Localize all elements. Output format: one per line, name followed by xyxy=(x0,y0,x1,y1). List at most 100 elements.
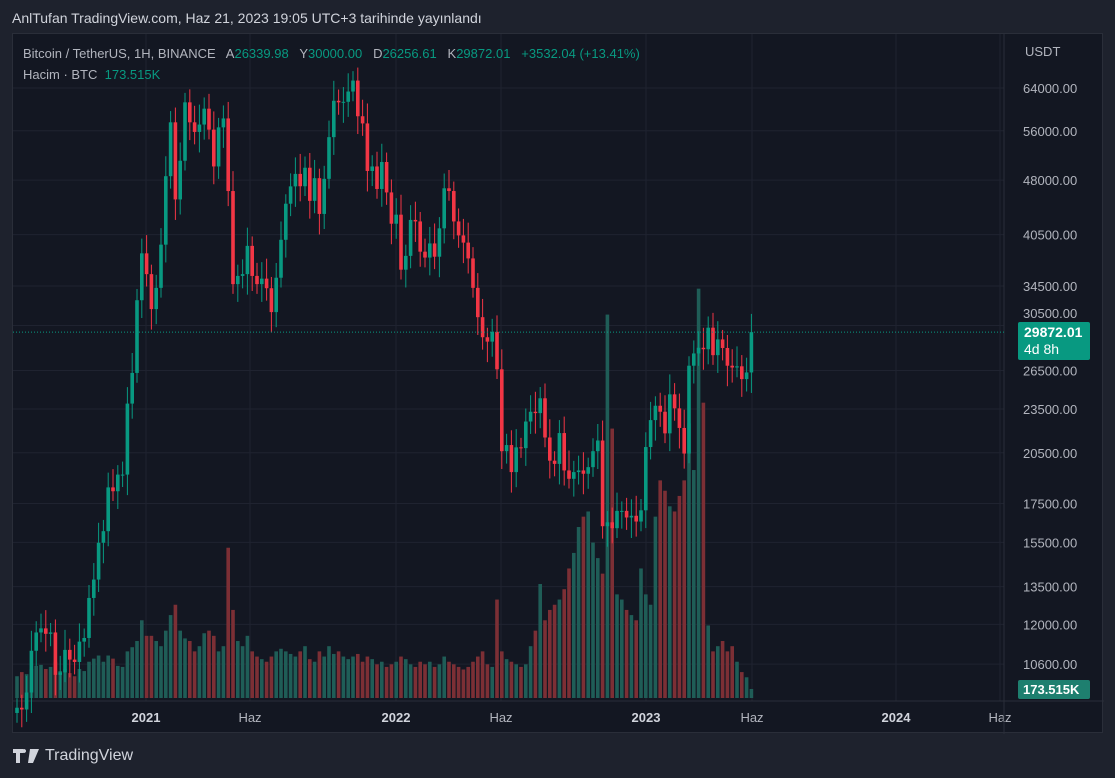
volume-bar xyxy=(356,653,360,698)
candle-body xyxy=(212,129,216,167)
price-tick-label: 23500.00 xyxy=(1023,402,1077,417)
candle-body xyxy=(34,632,38,651)
candle-body xyxy=(149,274,154,310)
price-tick-label: 10600.00 xyxy=(1023,657,1077,672)
candle-body xyxy=(39,628,43,633)
currency-label[interactable]: USDT xyxy=(1025,44,1061,59)
volume-bar xyxy=(317,651,322,698)
volume-bar xyxy=(519,666,523,698)
candle-body xyxy=(500,369,504,452)
price-tick-label: 13500.00 xyxy=(1023,580,1077,595)
candle-body xyxy=(82,637,86,642)
volume-bar xyxy=(250,651,254,698)
candle-body xyxy=(192,122,197,132)
tradingview-brand[interactable]: TradingView xyxy=(13,747,133,765)
volume-bar xyxy=(615,594,619,698)
tradingview-logo-icon xyxy=(13,749,39,763)
volume-bar xyxy=(730,646,734,698)
candle-body xyxy=(216,127,221,167)
volume-bar xyxy=(77,668,82,698)
candle-body xyxy=(600,440,605,527)
volume-bar xyxy=(586,511,590,698)
candle-body xyxy=(725,347,730,366)
candle-body xyxy=(380,162,384,189)
candle-body xyxy=(720,339,725,348)
volume-bar xyxy=(644,594,648,698)
candle-body xyxy=(68,649,72,660)
price-tick-label: 26500.00 xyxy=(1023,364,1077,379)
chart-pane[interactable]: 64000.00 56000.00 48000.00 40500.00 34500.00… xyxy=(12,33,1104,734)
candle-body xyxy=(629,515,634,518)
volume-bar xyxy=(20,672,24,698)
candle-body xyxy=(255,275,259,285)
candle-body xyxy=(303,167,307,187)
volume-bar xyxy=(596,558,600,698)
volume-bar xyxy=(173,604,178,698)
candle-body xyxy=(264,278,269,289)
volume-bar xyxy=(605,314,610,698)
candle-body xyxy=(144,253,149,275)
volume-bar xyxy=(322,656,326,698)
candle-body xyxy=(668,394,672,434)
candle-body xyxy=(596,440,600,452)
candle-body xyxy=(663,411,667,434)
candle-body xyxy=(20,707,24,710)
volume-bar xyxy=(39,664,43,698)
volume-bar xyxy=(500,651,504,698)
candlestick-chart[interactable]: 64000.00 56000.00 48000.00 40500.00 34500.00… xyxy=(13,34,1104,734)
candle-body xyxy=(279,239,283,278)
volume-bar xyxy=(298,651,302,698)
candle-body xyxy=(696,347,701,354)
candle-body xyxy=(245,245,250,275)
candle-body xyxy=(730,365,734,368)
candle-body xyxy=(639,510,643,522)
volume-bar xyxy=(231,609,235,698)
candle-body xyxy=(130,372,134,404)
volume-bar xyxy=(663,490,667,698)
volume-bar xyxy=(576,527,581,698)
volume-bar xyxy=(308,659,312,698)
candle-body xyxy=(480,317,485,338)
candle-body xyxy=(168,122,173,177)
volume-bar xyxy=(365,656,370,698)
candle-body xyxy=(284,203,288,240)
volume-bar xyxy=(423,664,427,698)
volume-bar xyxy=(543,620,547,698)
candle-body xyxy=(274,277,278,313)
volume-bar xyxy=(548,609,552,698)
volume-bar xyxy=(34,665,38,698)
volume-bar xyxy=(495,599,499,698)
candle-body xyxy=(687,365,691,454)
volume-bar xyxy=(552,604,557,698)
volume-bar xyxy=(591,542,595,698)
volume-bar xyxy=(639,568,643,698)
volume-bar xyxy=(485,664,490,698)
candle-body xyxy=(77,641,82,662)
candle-body xyxy=(106,487,110,532)
volume-bar xyxy=(15,676,19,698)
volume-bar xyxy=(130,647,134,698)
volume-bar xyxy=(327,646,331,698)
symbol-name[interactable]: Bitcoin / TetherUS, 1H, BINANCE xyxy=(23,46,216,61)
candle-body xyxy=(351,80,355,92)
volume-bar xyxy=(706,625,710,698)
candle-body xyxy=(658,405,662,412)
volume-bar xyxy=(557,599,562,698)
candle-body xyxy=(120,474,125,476)
volume-bar xyxy=(178,630,182,698)
candle-body xyxy=(624,510,629,518)
candle-body xyxy=(744,372,749,380)
candle-body xyxy=(533,411,538,414)
volume-label[interactable]: Hacim · BTC xyxy=(23,67,98,82)
volume-bar xyxy=(72,676,77,698)
candle-body xyxy=(260,278,264,285)
candle-body xyxy=(701,347,706,350)
candle-body xyxy=(524,421,528,449)
time-tick-label: Haz xyxy=(489,710,512,725)
candle-body xyxy=(159,244,163,288)
change-value: +3532.04 (+13.41%) xyxy=(521,46,640,61)
time-tick-label: 2024 xyxy=(882,710,912,725)
volume-bar xyxy=(682,480,686,698)
volume-bar xyxy=(106,655,110,698)
candle-body xyxy=(552,460,557,464)
